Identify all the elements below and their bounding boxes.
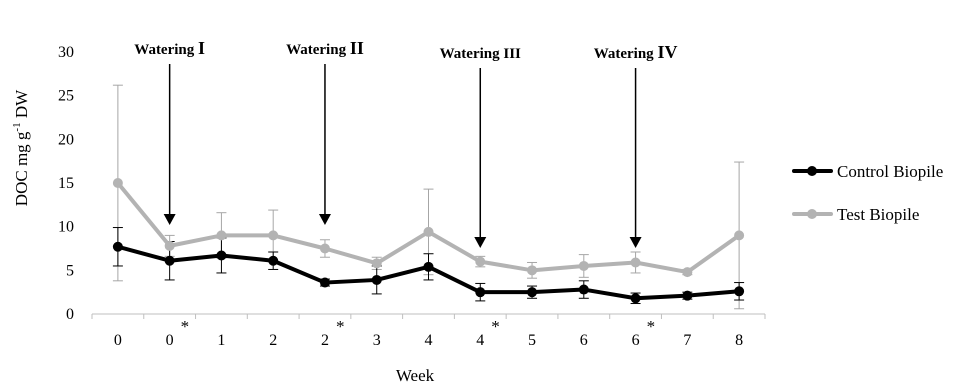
test-biopile-point	[578, 260, 589, 271]
arrow-head	[629, 237, 642, 248]
watering-label: Watering IV	[594, 42, 678, 62]
control-biopile-point	[475, 287, 486, 298]
test-biopile-point	[319, 243, 330, 254]
watering-label: Watering II	[286, 38, 364, 58]
test-biopile-point	[112, 178, 123, 188]
watering-star: *	[491, 317, 500, 336]
watering-star: *	[647, 317, 656, 336]
control-biopile-point	[630, 293, 641, 304]
x-tick-label: 2	[269, 332, 277, 349]
test-biopile-point	[371, 258, 382, 269]
control-biopile-point	[319, 277, 330, 288]
y-tick-label: 30	[58, 44, 74, 61]
legend-item-control-biopile: Control Biopile	[792, 162, 943, 181]
watering-annotation: Watering III	[440, 46, 521, 248]
control-biopile-point	[112, 241, 123, 252]
control-biopile-point	[164, 255, 175, 266]
control-biopile-point	[216, 250, 227, 261]
error-bars	[112, 84, 745, 310]
test-biopile-point	[268, 230, 279, 241]
watering-annotation: Watering II	[286, 38, 364, 225]
legend: Control Biopile Test Biopile	[792, 162, 943, 224]
legend-label: Control Biopile	[837, 162, 943, 181]
test-biopile-point	[630, 257, 641, 268]
test-biopile-point	[164, 240, 175, 251]
x-tick-label: 6	[580, 332, 588, 349]
arrow-head	[318, 214, 331, 225]
test-biopile-point	[216, 230, 227, 241]
test-biopile-point	[527, 265, 538, 276]
x-tick-label: 7	[683, 332, 691, 349]
x-tick-label: 0	[114, 332, 122, 349]
x-tick-label: 3	[373, 332, 381, 349]
control-biopile-point	[268, 255, 279, 266]
watering-annotation: Watering IV	[594, 42, 678, 248]
x-axis-ticks: 0 0 * 1 2 2 * 3 4 4 * 5 6 6 * 7 8	[91, 314, 766, 349]
x-tick-label: 4	[425, 332, 433, 349]
control-biopile-point	[682, 290, 693, 301]
x-axis-title: Week	[396, 366, 435, 385]
arrow-head	[474, 237, 487, 248]
y-tick-label: 0	[66, 306, 74, 323]
control-biopile-point	[527, 287, 538, 298]
x-tick-label: 2	[321, 332, 329, 349]
watering-label: Watering III	[440, 46, 521, 62]
y-tick-label: 20	[58, 131, 74, 148]
y-tick-label: 15	[58, 175, 74, 192]
watering-star: *	[336, 317, 345, 336]
series-points	[112, 178, 745, 304]
x-tick-label: 1	[217, 332, 225, 349]
arrow-head	[163, 214, 176, 225]
x-tick-label: 6	[632, 332, 640, 349]
test-biopile-point	[682, 267, 693, 278]
watering-annotation: Watering I	[134, 38, 205, 225]
y-axis-title: DOC mg g-1 DW	[11, 89, 31, 206]
x-tick-label: 5	[528, 332, 536, 349]
watering-star: *	[181, 317, 190, 336]
y-tick-label: 10	[58, 219, 74, 236]
legend-item-test-biopile: Test Biopile	[792, 205, 919, 224]
legend-label: Test Biopile	[837, 205, 919, 224]
control-biopile-point	[734, 286, 745, 297]
x-tick-label: 0	[166, 332, 174, 349]
legend-swatch-marker	[807, 209, 817, 219]
test-biopile-point	[423, 226, 434, 237]
watering-label: Watering I	[134, 38, 205, 58]
y-tick-label: 25	[58, 88, 74, 105]
test-biopile-point	[475, 256, 486, 267]
control-biopile-point	[578, 284, 589, 295]
control-biopile-point	[371, 274, 382, 285]
legend-swatch-marker	[807, 166, 817, 176]
test-biopile-point	[734, 230, 745, 241]
x-tick-label: 4	[476, 332, 484, 349]
y-axis-ticks: 0 5 10 15 20 25 30	[58, 44, 74, 323]
y-tick-label: 5	[66, 262, 74, 279]
x-tick-label: 8	[735, 332, 743, 349]
watering-annotations: Watering I Watering II Watering III Waterin…	[134, 38, 677, 248]
control-biopile-point	[423, 261, 434, 272]
